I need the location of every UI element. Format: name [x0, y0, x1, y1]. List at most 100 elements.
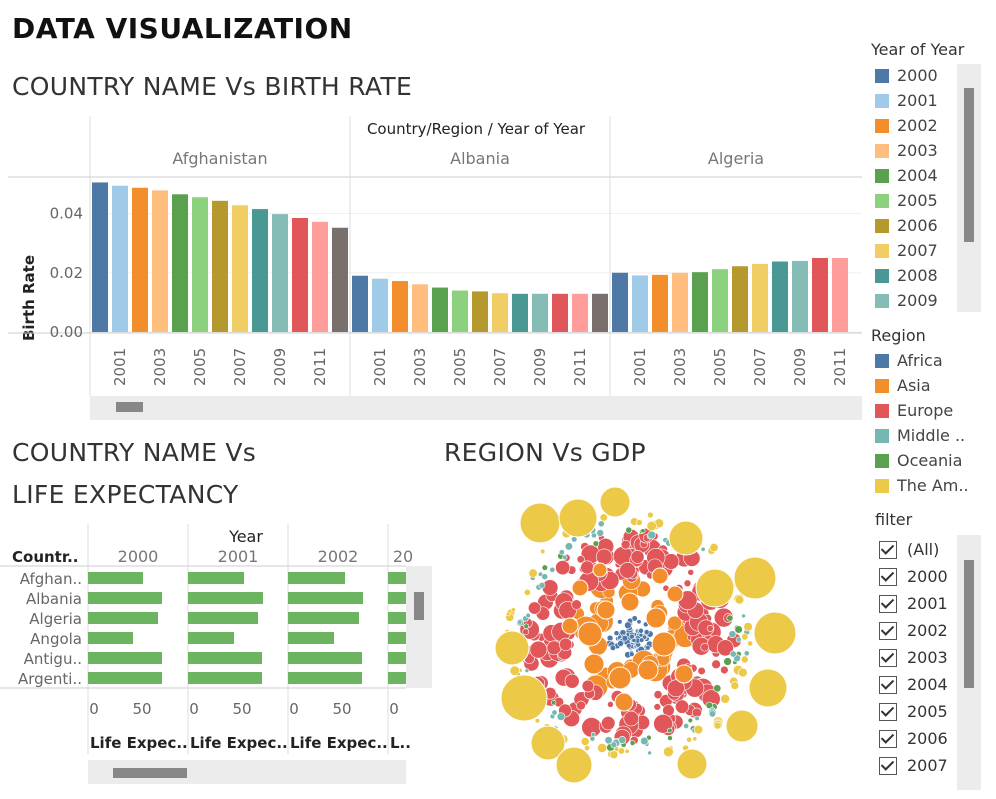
- year-legend-item-2000[interactable]: 2000: [875, 63, 938, 88]
- filter-option-label: 2006: [907, 729, 948, 748]
- row-label: Angola: [30, 630, 82, 648]
- bubble-oceania: [629, 740, 636, 746]
- checkbox-checked-icon[interactable]: [879, 540, 897, 559]
- filter-option-label: 2003: [907, 648, 948, 667]
- filter-scrollbar[interactable]: [957, 535, 981, 790]
- bubble-the-americas-large: [725, 709, 759, 743]
- legend-swatch: [875, 143, 889, 158]
- filter-scroll-thumb[interactable]: [964, 560, 974, 688]
- year-legend-item-2007[interactable]: 2007: [875, 238, 938, 263]
- region-legend-item-africa[interactable]: Africa: [875, 348, 969, 373]
- bubble-theam: [510, 607, 516, 613]
- year-legend-item-2004[interactable]: 2004: [875, 163, 938, 188]
- filter-option-2000[interactable]: 2000: [879, 563, 948, 590]
- bubble-middle: [590, 731, 596, 737]
- life-horizontal-scroll-thumb[interactable]: [113, 768, 187, 778]
- life-bar-2002-antigu: [288, 652, 362, 664]
- region-legend-item-asia[interactable]: Asia: [875, 373, 969, 398]
- bubble-the-americas-large: [733, 556, 777, 600]
- checkbox-checked-icon[interactable]: [879, 594, 897, 613]
- bubble-asia-large: [651, 567, 669, 585]
- x-tick-label: 50: [232, 700, 251, 718]
- bubble-the-americas-large: [500, 674, 548, 722]
- region-legend-item-oceania[interactable]: Oceania: [875, 448, 969, 473]
- bar-algeria-2005: [712, 269, 728, 332]
- filter-option-label: 2005: [907, 702, 948, 721]
- year-legend-item-2002[interactable]: 2002: [875, 113, 938, 138]
- filter-title: filter: [875, 510, 913, 529]
- filter-option-2004[interactable]: 2004: [879, 671, 948, 698]
- year-legend-item-2003[interactable]: 2003: [875, 138, 938, 163]
- bar-algeria-2011: [832, 257, 848, 332]
- legend-label: 2000: [897, 66, 938, 85]
- panel-label: 2000: [118, 547, 159, 566]
- filter-option-all[interactable]: (All): [879, 536, 948, 563]
- bubble-middle: [596, 529, 605, 537]
- life-year-header: Year: [228, 527, 263, 546]
- bar-afghanistan-2003: [152, 190, 168, 332]
- x-tick-label: 0: [89, 700, 99, 718]
- birth-rate-header: Country/Region / Year of Year: [367, 120, 586, 138]
- year-legend-scroll-thumb[interactable]: [964, 88, 974, 242]
- filter-option-2006[interactable]: 2006: [879, 725, 948, 752]
- filter-option-2001[interactable]: 2001: [879, 590, 948, 617]
- region-legend-item-the-am-[interactable]: The Am..: [875, 473, 969, 498]
- bubble-theam: [686, 736, 693, 743]
- bubble-oceania: [687, 717, 694, 724]
- bubble-asia: [667, 615, 682, 631]
- region-legend-item-middle-[interactable]: Middle ..: [875, 423, 969, 448]
- year-legend-item-2001[interactable]: 2001: [875, 88, 938, 113]
- year-filter: (All) 2000 2001 2002 2003 2004 2005 2006 2007: [879, 536, 948, 788]
- life-bars: [88, 572, 406, 684]
- checkbox-checked-icon[interactable]: [879, 621, 897, 640]
- life-bar-2002-argenti: [288, 672, 362, 684]
- year-legend-item-2009[interactable]: 2009: [875, 288, 938, 313]
- checkbox-checked-icon[interactable]: [879, 729, 897, 748]
- bubble-africa: [617, 619, 623, 625]
- year-legend-item-2008[interactable]: 2008: [875, 263, 938, 288]
- filter-option-2007[interactable]: 2007: [879, 752, 948, 779]
- legend-label: The Am..: [897, 476, 969, 495]
- life-vertical-scroll-thumb[interactable]: [414, 592, 424, 620]
- bar-algeria-2010: [812, 257, 828, 332]
- checkbox-checked-icon[interactable]: [879, 648, 897, 667]
- filter-option-2003[interactable]: 2003: [879, 644, 948, 671]
- bubble-asia-large: [583, 653, 605, 675]
- bubble-the-americas-large: [676, 748, 708, 780]
- year-legend-item-2006[interactable]: 2006: [875, 213, 938, 238]
- filter-option-2002[interactable]: 2002: [879, 617, 948, 644]
- bar-algeria-2002: [652, 274, 668, 332]
- bubble-africa: [645, 645, 651, 651]
- birth-rate-scroll-thumb[interactable]: [116, 402, 143, 412]
- year-legend-item-2005[interactable]: 2005: [875, 188, 938, 213]
- bubble-oceania: [734, 625, 743, 634]
- filter-option-2005[interactable]: 2005: [879, 698, 948, 725]
- life-vertical-scrollbar[interactable]: [406, 566, 432, 688]
- bubble-middle: [525, 612, 531, 619]
- bubble-theam: [693, 725, 704, 735]
- bubble-europe: [697, 619, 715, 637]
- year-legend-scrollbar[interactable]: [957, 64, 981, 312]
- life-bar-2000-antigu: [88, 652, 162, 664]
- bar-algeria-2003: [672, 272, 688, 332]
- checkbox-checked-icon[interactable]: [879, 756, 897, 775]
- bubble-asia-large: [577, 621, 603, 647]
- bubble-middle: [610, 741, 618, 749]
- bubble-the-americas-large: [695, 568, 735, 608]
- bubble-europe: [711, 659, 721, 670]
- bubble-africa: [609, 644, 617, 651]
- x-tick-label: 2005: [191, 348, 209, 386]
- bubble-asia-large: [571, 579, 589, 597]
- birth-rate-scrollbar[interactable]: [90, 396, 862, 420]
- row-label: Algeria: [29, 610, 82, 628]
- region-legend-item-europe[interactable]: Europe: [875, 398, 969, 423]
- bubble-oceania: [723, 657, 732, 666]
- checkbox-checked-icon[interactable]: [879, 567, 897, 586]
- bubble-middle: [562, 554, 568, 560]
- checkbox-checked-icon[interactable]: [879, 675, 897, 694]
- bubble-middle: [604, 736, 613, 745]
- bubble-theam: [509, 665, 520, 676]
- bubble-middle: [683, 723, 690, 729]
- checkbox-checked-icon[interactable]: [879, 702, 897, 721]
